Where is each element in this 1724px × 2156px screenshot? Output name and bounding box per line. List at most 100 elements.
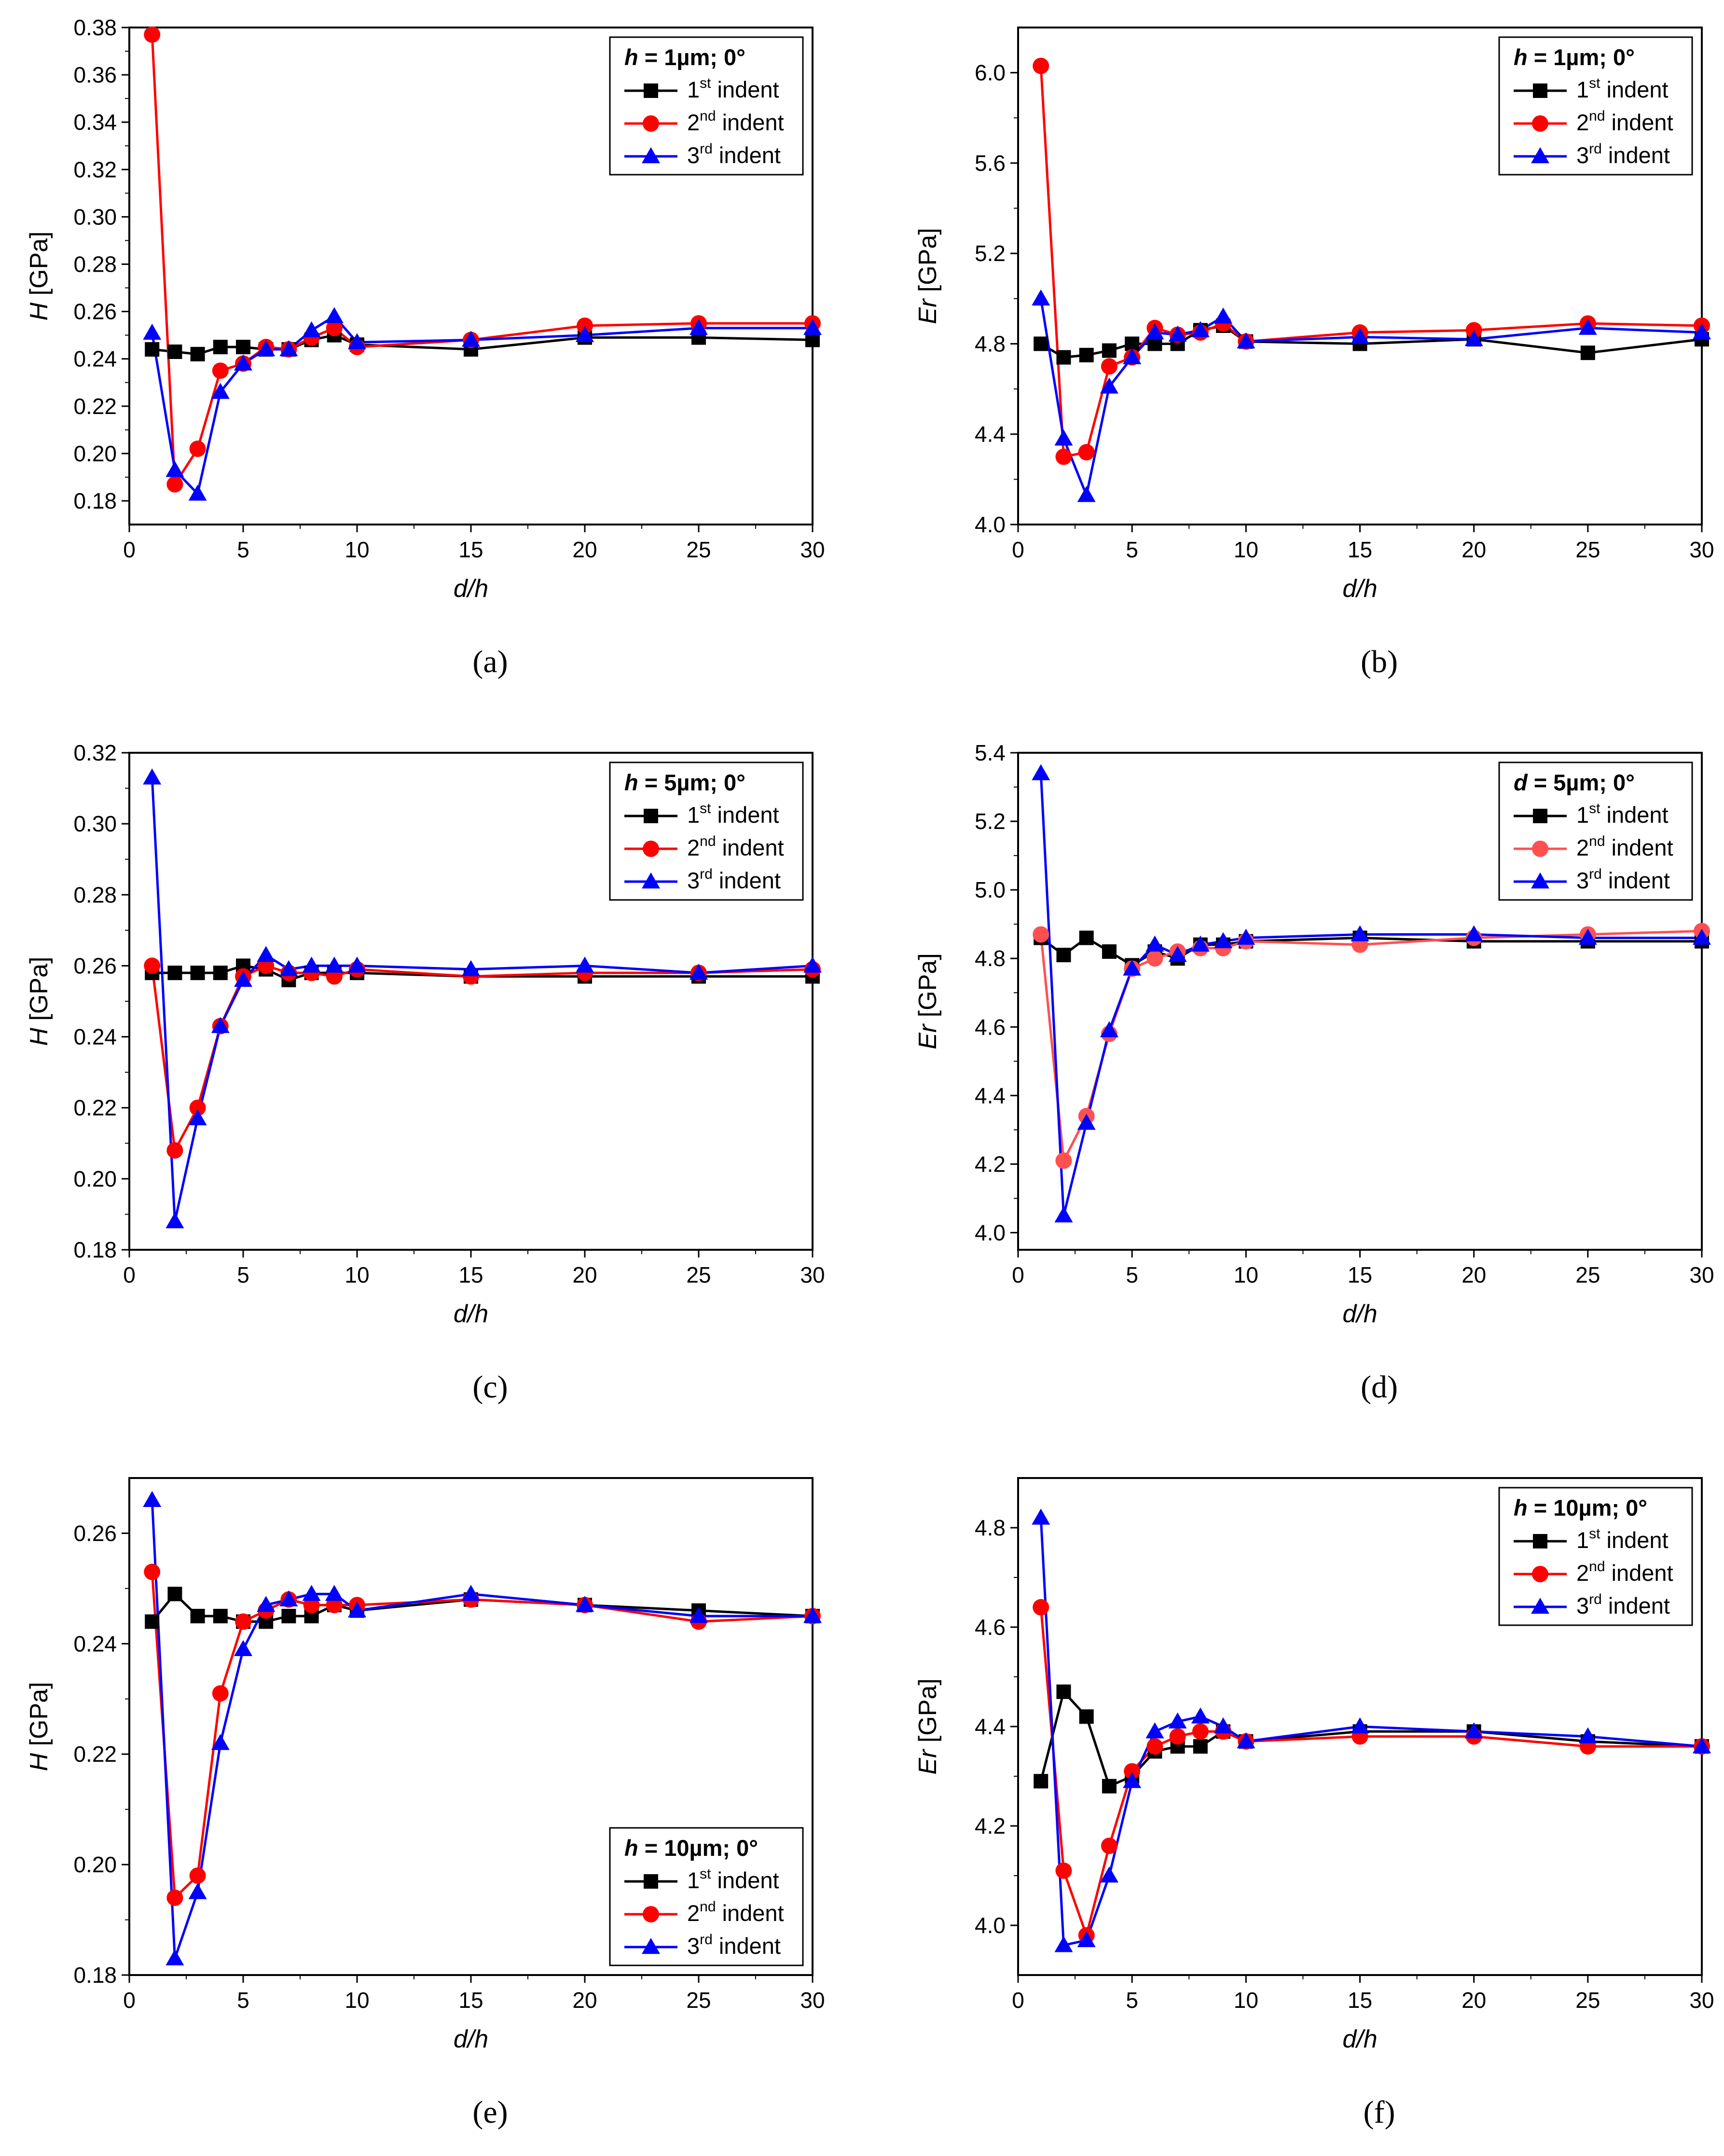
legend-entry-number: 2 [687, 110, 700, 135]
legend-frame [1498, 761, 1693, 901]
legend-entry-suffix: nd [700, 108, 716, 124]
legend-entry-word: indent [1600, 77, 1668, 102]
y-axis-label: H [GPa] [25, 957, 53, 1046]
y-tick-label: 0.38 [73, 15, 117, 40]
data-point-2 [1146, 1738, 1163, 1755]
data-point-3 [166, 1949, 184, 1965]
data-point-3 [690, 964, 708, 980]
x-tick-label: 25 [1575, 1988, 1600, 2013]
legend-entry-word: indent [713, 868, 781, 893]
legend-entry: 1st indent [1576, 75, 1669, 102]
data-point-2 [166, 1142, 183, 1159]
legend-marker [644, 809, 658, 823]
x-tick-label: 25 [1575, 537, 1600, 562]
legend-frame [1498, 1487, 1693, 1626]
y-tick-label: 0.24 [73, 346, 117, 372]
panel-caption: (d) [1361, 1369, 1398, 1405]
y-axis-label: H [GPa] [25, 232, 53, 321]
data-point-2 [1124, 1763, 1141, 1780]
data-point-3 [1032, 289, 1050, 306]
x-tick-label: 5 [237, 537, 249, 562]
data-point-3 [1214, 307, 1233, 324]
legend-marker [1531, 1598, 1549, 1614]
y-tick-label: 0.28 [73, 251, 117, 276]
y-tick-label: 0.30 [73, 811, 117, 836]
data-point-3 [576, 1596, 594, 1612]
y-tick-label: 0.26 [73, 953, 117, 978]
y-tick-label: 0.28 [73, 882, 117, 907]
legend-entry: 3rd indent [687, 866, 781, 893]
data-point-3 [257, 946, 276, 962]
y-tick-label: 0.18 [73, 1237, 117, 1262]
data-point-3 [211, 383, 230, 399]
x-tick-label: 25 [686, 1262, 711, 1287]
x-tick-label: 10 [345, 1988, 369, 2013]
data-point-2 [144, 1563, 161, 1580]
legend-entry-suffix: nd [1589, 108, 1605, 124]
legend-entry-number: 2 [1576, 1560, 1589, 1586]
legend-marker [644, 83, 658, 98]
chart-panel-f: 0 5 10 15 20 25 30 4.0 4.2 4.4 4.6 4.8 d/h Er [GPa] h … [914, 1477, 1714, 2130]
x-tick-label: 5 [1126, 1262, 1138, 1287]
data-point-3 [1237, 1732, 1255, 1749]
legend-entry-number: 1 [687, 802, 700, 828]
legend-entry: 2nd indent [1576, 1559, 1673, 1586]
y-tick-label: 4.6 [975, 1014, 1006, 1039]
data-point-3 [143, 323, 162, 340]
x-axis-label: d/h [1342, 575, 1377, 603]
legend-title-rest: = 10µm; 0° [638, 1835, 758, 1861]
data-point-2 [212, 1685, 229, 1702]
data-point-2 [577, 318, 593, 334]
legend-title-symbol: h [624, 770, 638, 795]
x-tick-label: 20 [1462, 537, 1486, 562]
legend-entry: 2nd indent [687, 1899, 784, 1926]
legend-frame [1498, 36, 1693, 176]
y-axis-symbol: Er [914, 1023, 942, 1050]
y-tick-label: 0.22 [73, 1095, 117, 1120]
data-point-3 [188, 484, 207, 501]
legend-marker [643, 841, 659, 857]
legend-title-rest: = 1µm; 0° [1528, 44, 1635, 70]
x-tick-label: 25 [1575, 1262, 1600, 1287]
legend-title: h = 10µm; 0° [1514, 1495, 1647, 1520]
data-point-1 [805, 332, 820, 347]
data-point-3 [1693, 323, 1711, 340]
legend-entry-suffix: st [700, 1866, 711, 1882]
x-tick-label: 10 [345, 537, 369, 562]
legend-title-rest: = 10µm; 0° [1528, 1495, 1647, 1520]
data-point-3 [1077, 1114, 1096, 1130]
data-point-3 [1123, 1772, 1142, 1788]
legend-title: h = 1µm; 0° [624, 44, 745, 70]
legend-entry: 3rd indent [687, 1932, 781, 1959]
legend-marker [642, 872, 660, 889]
legend-title: h = 10µm; 0° [624, 1835, 758, 1861]
data-point-1 [1102, 343, 1117, 358]
data-point-3 [234, 1640, 252, 1657]
series-line-3 [151, 1500, 813, 1959]
data-point-3 [302, 956, 321, 973]
y-axis-unit: [GPa] [914, 1678, 942, 1749]
x-tick-label: 30 [800, 1988, 825, 2013]
panel-caption: (e) [472, 2095, 508, 2130]
legend-title: h = 1µm; 0° [1514, 44, 1635, 70]
data-point-3 [1032, 1508, 1050, 1525]
legend-entry-suffix: rd [700, 141, 713, 157]
data-point-2 [1033, 57, 1049, 74]
legend-title: d = 5µm; 0° [1514, 770, 1635, 795]
chart-panel-e: 0 5 10 15 20 25 30 0.18 0.20 0.22 0.24 0.26 d/h H [GP… [25, 1477, 825, 2130]
data-point-3 [1191, 1707, 1210, 1724]
x-tick-label: 15 [458, 537, 483, 562]
x-axis-label: d/h [454, 1300, 488, 1328]
data-point-1 [1102, 944, 1117, 959]
data-point-3 [325, 956, 344, 973]
x-tick-label: 10 [1234, 1988, 1258, 2013]
data-point-3 [143, 1491, 162, 1507]
data-point-3 [1351, 925, 1369, 941]
legend-marker [1531, 147, 1549, 164]
chart-panel-d: 0 5 10 15 20 25 30 4.0 4.2 4.4 4.6 4.8 5.0 5.2 5.4 d/h E… [914, 740, 1714, 1405]
y-axis-unit: [GPa] [25, 232, 53, 303]
data-point-3 [1464, 330, 1483, 346]
